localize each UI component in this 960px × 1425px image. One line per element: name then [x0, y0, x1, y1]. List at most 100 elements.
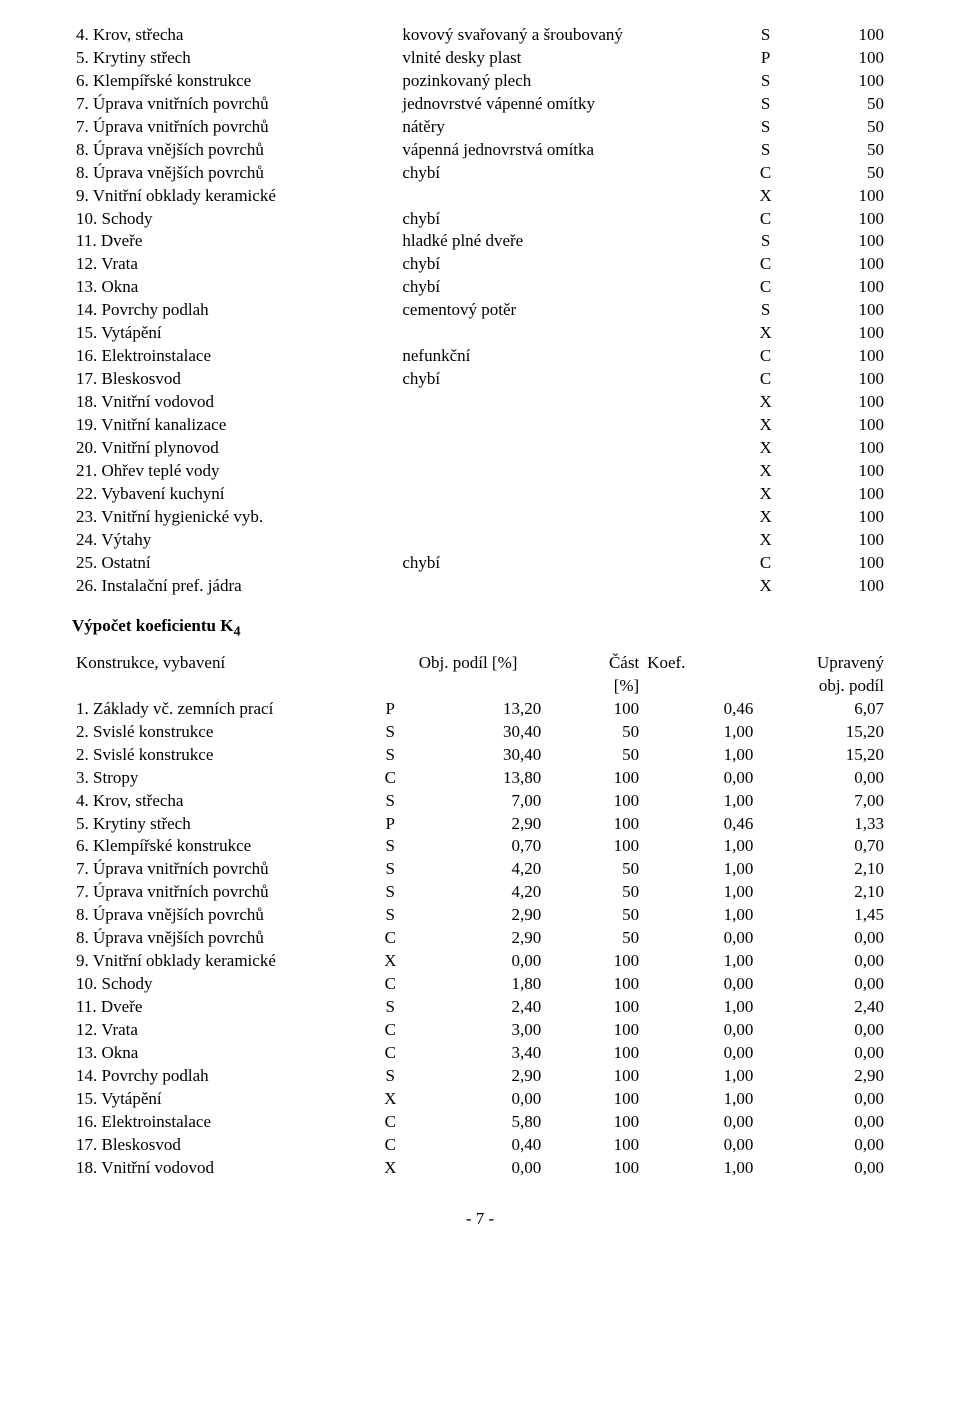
row-upr: 15,20 [757, 721, 888, 744]
row-label: 16. Elektroinstalace [72, 345, 398, 368]
row-label: 23. Vnitřní hygienické vyb. [72, 506, 398, 529]
row-code: C [366, 1111, 415, 1134]
row-code: S [366, 904, 415, 927]
row-label: 6. Klempířské konstrukce [72, 70, 398, 93]
section-heading: Výpočet koeficientu K4 [72, 615, 888, 642]
row-desc [398, 414, 741, 437]
row-value: 100 [790, 437, 888, 460]
row-obj: 2,90 [415, 904, 546, 927]
row-cast: 100 [545, 1088, 643, 1111]
table-row: 12. VrataC3,001000,000,00 [72, 1019, 888, 1042]
row-label: 13. Okna [72, 1042, 366, 1065]
row-code: X [741, 460, 790, 483]
row-upr: 0,00 [757, 1157, 888, 1180]
row-code: X [741, 414, 790, 437]
row-label: 17. Bleskosvod [72, 1134, 366, 1157]
table-row: 26. Instalační pref. jádraX100 [72, 575, 888, 598]
row-label: 18. Vnitřní vodovod [72, 391, 398, 414]
row-desc: chybí [398, 276, 741, 299]
row-label: 8. Úprava vnějších povrchů [72, 904, 366, 927]
row-koef: 1,00 [643, 1088, 757, 1111]
row-label: 22. Vybavení kuchyní [72, 483, 398, 506]
row-value: 100 [790, 230, 888, 253]
row-cast: 50 [545, 904, 643, 927]
coefficient-header-row: Konstrukce, vybavení Obj. podíl [%] Část… [72, 652, 888, 698]
row-cast: 50 [545, 858, 643, 881]
row-value: 50 [790, 93, 888, 116]
row-code: X [741, 322, 790, 345]
row-value: 100 [790, 24, 888, 47]
row-label: 16. Elektroinstalace [72, 1111, 366, 1134]
row-obj: 13,80 [415, 767, 546, 790]
row-code: S [366, 790, 415, 813]
row-label: 11. Dveře [72, 996, 366, 1019]
row-label: 25. Ostatní [72, 552, 398, 575]
row-code: P [366, 698, 415, 721]
row-koef: 0,00 [643, 973, 757, 996]
row-upr: 2,40 [757, 996, 888, 1019]
table-row: 11. Dveřehladké plné dveřeS100 [72, 230, 888, 253]
row-code: C [741, 253, 790, 276]
row-koef: 0,46 [643, 813, 757, 836]
row-label: 4. Krov, střecha [72, 24, 398, 47]
row-cast: 100 [545, 1157, 643, 1180]
table-row: 8. Úprava vnějších povrchůchybíC50 [72, 162, 888, 185]
row-obj: 13,20 [415, 698, 546, 721]
row-value: 100 [790, 345, 888, 368]
row-code: C [741, 345, 790, 368]
row-desc: cementový potěr [398, 299, 741, 322]
header-obj-podil: Obj. podíl [%] [415, 652, 546, 698]
table-row: 13. OknachybíC100 [72, 276, 888, 299]
row-label: 5. Krytiny střech [72, 813, 366, 836]
row-label: 3. Stropy [72, 767, 366, 790]
table-row: 5. Krytiny střechP2,901000,461,33 [72, 813, 888, 836]
row-label: 7. Úprava vnitřních povrchů [72, 858, 366, 881]
row-upr: 1,33 [757, 813, 888, 836]
row-code: S [741, 116, 790, 139]
table-row: 23. Vnitřní hygienické vyb.X100 [72, 506, 888, 529]
row-desc: kovový svařovaný a šroubovaný [398, 24, 741, 47]
row-label: 4. Krov, střecha [72, 790, 366, 813]
table-row: 22. Vybavení kuchyníX100 [72, 483, 888, 506]
row-code: C [366, 1042, 415, 1065]
row-upr: 15,20 [757, 744, 888, 767]
row-label: 5. Krytiny střech [72, 47, 398, 70]
row-desc: hladké plné dveře [398, 230, 741, 253]
page-content: 4. Krov, střechakovový svařovaný a šroub… [0, 0, 960, 1270]
row-cast: 100 [545, 813, 643, 836]
section-heading-sub: 4 [233, 624, 240, 640]
row-obj: 4,20 [415, 858, 546, 881]
row-desc [398, 460, 741, 483]
table-row: 17. BleskosvodchybíC100 [72, 368, 888, 391]
row-value: 100 [790, 276, 888, 299]
row-desc [398, 575, 741, 598]
row-upr: 2,10 [757, 858, 888, 881]
row-obj: 2,90 [415, 813, 546, 836]
table-row: 25. OstatníchybíC100 [72, 552, 888, 575]
row-label: 15. Vytápění [72, 1088, 366, 1111]
table-row: 9. Vnitřní obklady keramickéX100 [72, 185, 888, 208]
table-row: 15. VytápěníX100 [72, 322, 888, 345]
row-upr: 0,00 [757, 1042, 888, 1065]
row-code: C [741, 552, 790, 575]
row-cast: 50 [545, 744, 643, 767]
table-row: 2. Svislé konstrukceS30,40501,0015,20 [72, 721, 888, 744]
row-value: 100 [790, 185, 888, 208]
row-desc [398, 185, 741, 208]
table-row: 18. Vnitřní vodovodX100 [72, 391, 888, 414]
row-obj: 30,40 [415, 721, 546, 744]
row-label: 19. Vnitřní kanalizace [72, 414, 398, 437]
row-obj: 1,80 [415, 973, 546, 996]
row-upr: 0,00 [757, 1088, 888, 1111]
row-koef: 1,00 [643, 996, 757, 1019]
header-upraveny-bot: obj. podíl [761, 675, 884, 698]
header-cast: Část [%] [545, 652, 643, 698]
row-cast: 100 [545, 1019, 643, 1042]
table-row: 4. Krov, střechaS7,001001,007,00 [72, 790, 888, 813]
row-koef: 1,00 [643, 835, 757, 858]
row-koef: 0,00 [643, 1111, 757, 1134]
table-row: 6. Klempířské konstrukceS0,701001,000,70 [72, 835, 888, 858]
row-cast: 100 [545, 1065, 643, 1088]
row-obj: 4,20 [415, 881, 546, 904]
table-row: 20. Vnitřní plynovodX100 [72, 437, 888, 460]
